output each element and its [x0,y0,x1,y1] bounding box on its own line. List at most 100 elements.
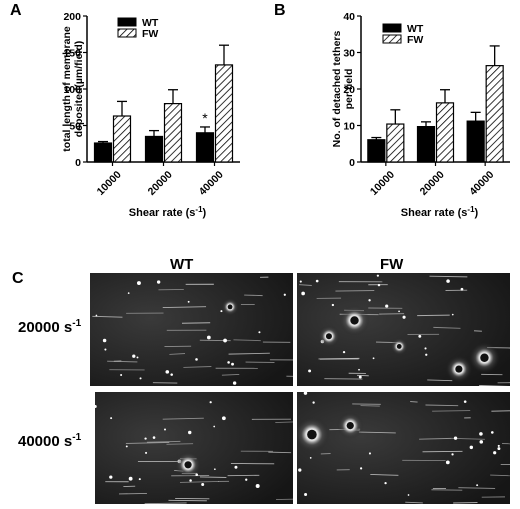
particle-dot [479,432,483,436]
particle-dot [315,279,319,283]
micrograph-fw-40000 [297,392,510,504]
bar-fw [485,65,504,163]
tether-streak [233,339,261,342]
tether-streak [429,275,468,278]
tether-streak [166,443,194,445]
particle-dot [377,283,381,287]
particle-dot [398,310,400,313]
micrograph-background [90,273,293,386]
tether-streak [276,498,293,500]
particle-dot [120,373,123,376]
micrograph-background [297,392,510,504]
particle-dot [407,494,410,496]
tether-streak [299,284,312,286]
tether-streak [144,502,187,504]
particle-dot [497,444,500,448]
row-label-20000-text: 20000 s [18,319,73,336]
x-tick-label: 20000 [146,169,175,198]
tether-streak [162,306,207,308]
particle-dot [402,315,406,319]
tether-streak [370,473,399,476]
chart-a: 0 50 100 150 200 total length of membrane depo… [61,11,240,219]
particle-dot [144,437,147,440]
particle-dot [165,370,170,374]
particle-dot [469,445,474,450]
particle-dot [189,479,192,482]
particle-dot [451,453,454,456]
particle-dot [139,377,142,380]
particle-dot [201,483,205,487]
particle-dot [213,425,216,428]
tether-streak [405,501,423,504]
particle-dot [445,460,450,465]
tether-streak [168,499,207,502]
tether-streak [162,417,204,420]
platelet-core [307,429,317,440]
y-tick-label: 100 [63,84,81,96]
tether-streak [358,431,396,434]
significance-marker: * [202,110,208,126]
particle-dot [342,350,346,354]
micrograph-background [95,392,293,504]
micrograph-texture [297,273,510,386]
particle-dot [359,467,363,470]
x-axis-label: Shear rate (s-1) [129,205,207,219]
particle-dot [127,292,130,294]
micrograph-texture [95,392,293,504]
bar-wt [416,125,436,163]
tether-streak [286,375,293,377]
particle-dot [384,481,387,485]
particle-dot [358,375,362,379]
y-tick-label: 150 [63,48,81,60]
platelet-core [455,365,463,373]
particle-dot [304,492,308,496]
tether-streak [417,314,450,317]
particle-dot [136,281,141,285]
y-axis-label-line1: No. of detached tethers [331,30,343,147]
tether-streak [125,441,170,444]
row-label-40000-sup: -1 [72,432,82,443]
y-axis-label-line2: deposited(µm/field) [73,41,85,137]
tether-streak [502,443,510,445]
column-label-fw: FW [380,256,404,273]
particle-dot [424,347,427,350]
y-tick-label: 40 [343,11,355,23]
particle-dot [125,445,128,448]
legend-label-wt: WT [142,17,159,29]
particle-dot [138,478,141,481]
particle-dot [220,310,223,313]
y-axis-label-line2: per field [343,69,355,110]
panel-letter-a: A [10,2,22,19]
tether-streak [179,481,219,483]
particle-dot [376,274,379,277]
tether-streak [169,353,186,355]
particle-dot [283,293,286,296]
bar-fw [386,123,405,163]
x-tick-label: 10000 [95,169,124,198]
tether-streak [356,374,369,377]
particle-dot [231,362,234,366]
bar-wt [93,142,113,163]
y-tick-label: 50 [69,121,81,133]
tether-streak [432,410,471,412]
particle-dot [385,304,389,308]
x-tick-label: 20000 [418,169,447,198]
particle-dot [132,354,136,358]
particle-dot [463,400,467,403]
particle-dot [95,405,97,408]
particle-dot [110,417,113,420]
bar-wt [144,135,164,163]
particle-dot [368,452,371,455]
y-tick-label: 0 [75,157,81,169]
particle-dot [104,348,107,351]
legend-swatch-wt [382,23,402,33]
row-label-20000-sup: -1 [72,318,82,329]
particle-dot [195,358,198,361]
particle-dot [221,416,226,421]
tether-streak [433,326,461,329]
tether-streak [221,373,240,376]
particle-dot [170,373,173,376]
legend-swatch-wt [117,17,137,27]
